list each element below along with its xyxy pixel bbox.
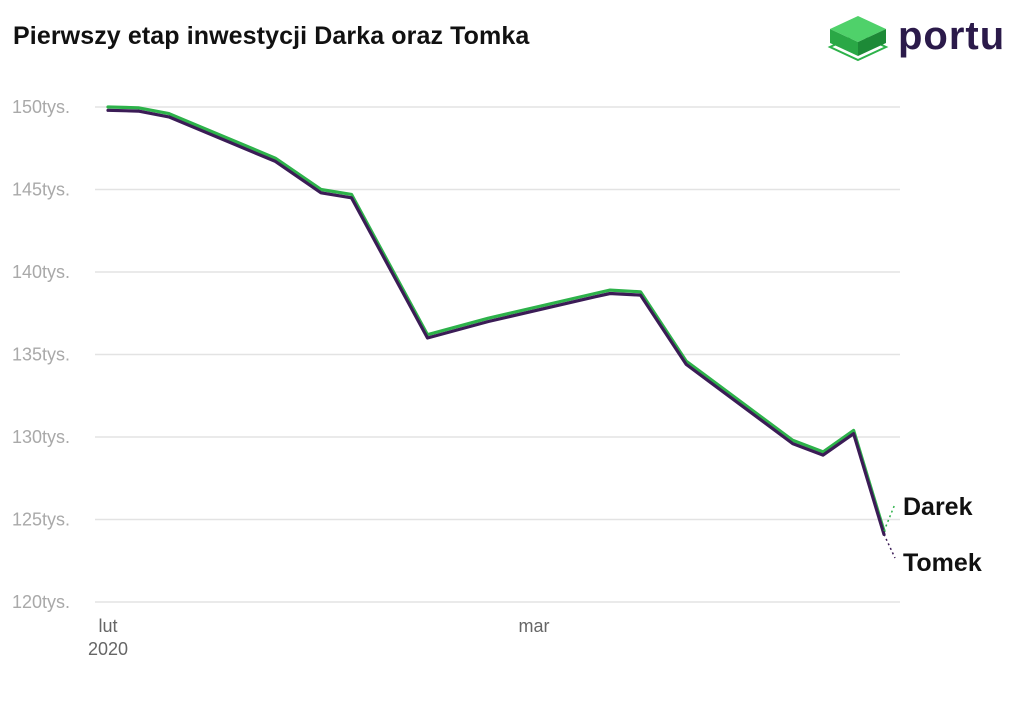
series-label-darek: Darek <box>903 493 973 521</box>
chart-title: Pierwszy etap inwestycji Darka oraz Tomk… <box>13 22 530 50</box>
y-tick-label: 125tys. <box>12 510 70 530</box>
x-tick-label: lut <box>98 616 117 636</box>
series-lines <box>106 105 886 537</box>
green-cube-icon <box>827 16 889 62</box>
series-line-tomek <box>106 108 886 537</box>
grid <box>95 106 900 603</box>
series-label-tomek: Tomek <box>903 549 982 577</box>
y-tick-label: 150tys. <box>12 97 70 117</box>
logo-text: portu <box>898 14 1006 58</box>
series-line-darek <box>106 105 886 533</box>
series-leader-tomek <box>883 534 896 559</box>
y-tick-label: 140tys. <box>12 262 70 282</box>
x-tick-sublabel: 2020 <box>88 639 128 659</box>
y-tick-label: 145tys. <box>12 180 70 200</box>
y-tick-label: 135tys. <box>12 345 70 365</box>
y-tick-label: 120tys. <box>12 592 70 612</box>
portu-logo: portu <box>826 12 1016 82</box>
series-labels: Darek Tomek <box>883 493 982 577</box>
series-leader-darek <box>883 503 896 532</box>
y-axis-ticks: 150tys. 145tys. 140tys. 135tys. 130tys. 125ty… <box>12 97 70 612</box>
y-tick-label: 130tys. <box>12 427 70 447</box>
x-axis-ticks: lut 2020 mar <box>88 616 550 659</box>
x-tick-label: mar <box>519 616 550 636</box>
